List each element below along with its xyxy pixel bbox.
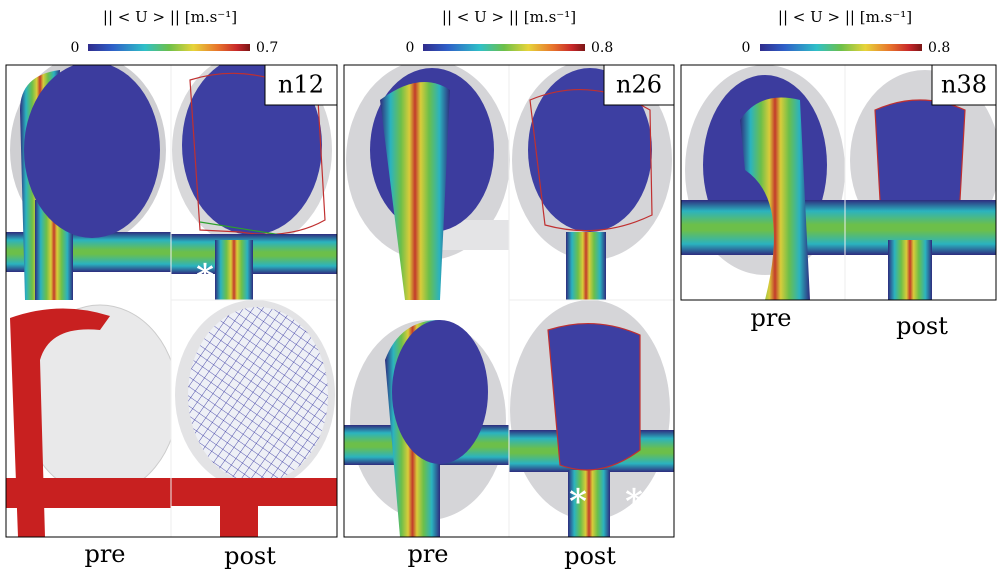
colorbar-max: 0.8 — [928, 40, 950, 56]
pre-label: pre — [84, 540, 125, 568]
case-label: n12 — [278, 71, 324, 99]
case-box — [603, 64, 675, 106]
panel-frame — [5, 64, 338, 538]
pre-label: pre — [750, 304, 791, 332]
colorbar-gradient — [760, 44, 922, 51]
panel-frame — [680, 64, 997, 301]
case-label: n26 — [616, 71, 662, 99]
colorbar-title: || < U > || [m.s⁻¹] — [103, 8, 237, 26]
panel-n38 — [681, 65, 996, 300]
colorbar-min: 0 — [406, 40, 415, 56]
colorbar-min: 0 — [742, 40, 751, 56]
post-label: post — [564, 542, 616, 570]
colorbar: || < U > || [m.s⁻¹] 0 0.8 — [406, 8, 614, 56]
case-box — [931, 64, 997, 106]
colorbar-title: || < U > || [m.s⁻¹] — [442, 8, 576, 26]
colorbar-min: 0 — [71, 40, 80, 56]
marker: * — [569, 482, 587, 522]
colorbar-max: 0.7 — [256, 40, 278, 56]
case-box — [264, 64, 338, 106]
pre-label: pre — [407, 540, 448, 568]
post-label: post — [896, 312, 948, 340]
colorbar-title: || < U > || [m.s⁻¹] — [778, 8, 912, 26]
post-label: post — [224, 542, 276, 570]
panel-n26 — [344, 65, 674, 537]
colorbar: || < U > || [m.s⁻¹] 0 0.8 — [742, 8, 951, 56]
colorbar-gradient — [423, 44, 585, 51]
panel-n12 — [6, 65, 337, 537]
colorbar: || < U > || [m.s⁻¹] 0 0.7 — [71, 8, 279, 56]
colorbar-max: 0.8 — [591, 40, 613, 56]
panel-frame — [343, 64, 675, 538]
case-label: n38 — [941, 71, 987, 99]
marker: * — [196, 257, 214, 297]
marker: * — [625, 482, 643, 522]
colorbar-gradient — [88, 44, 250, 51]
